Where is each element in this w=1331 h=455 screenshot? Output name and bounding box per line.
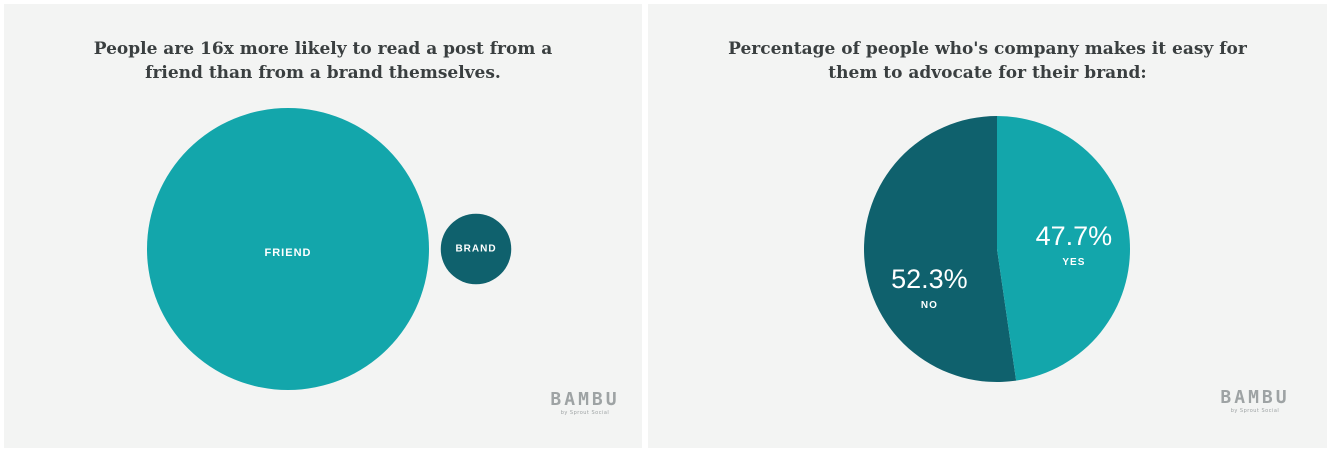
pie-slice-yes (997, 116, 1131, 381)
brand-circle (440, 213, 512, 285)
bambu-subtext: by Sprout Social (560, 410, 610, 416)
no-label: NO (921, 300, 938, 311)
yes-percent-label: 47.7% (1036, 221, 1113, 251)
friend-vs-brand-panel: People are 16x more likely to read a pos… (4, 4, 642, 448)
bambu-wordmark: BAMBU (1220, 387, 1290, 408)
yes-label: YES (1062, 257, 1085, 268)
bambu-subtext: by Sprout Social (1230, 408, 1280, 414)
bambu-wordmark: BAMBU (550, 389, 620, 410)
no-percent-label: 52.3% (891, 264, 968, 294)
bambu-logo-left: BAMBU by Sprout Social (540, 389, 630, 417)
chart-title-right-line-2: them to advocate for their brand: (828, 63, 1147, 83)
bambu-logo-right: BAMBU by Sprout Social (1210, 387, 1300, 415)
friend-label: FRIEND (265, 247, 312, 259)
bubble-chart: FRIEND BRAND (147, 108, 512, 390)
chart-title-left-line-2: friend than from a brand themselves. (145, 63, 501, 83)
advocacy-panel: Percentage of people who's company makes… (648, 4, 1327, 448)
chart-title-right: Percentage of people who's company makes… (648, 37, 1327, 85)
brand-label: BRAND (455, 244, 496, 255)
chart-title-right-line-1: Percentage of people who's company makes… (728, 39, 1247, 59)
friend-circle (147, 108, 429, 390)
chart-title-left: People are 16x more likely to read a pos… (4, 37, 642, 85)
chart-title-left-line-1: People are 16x more likely to read a pos… (93, 39, 553, 59)
pie-slice-no (864, 116, 1017, 382)
pie-chart: 52.3% NO 47.7% YES (864, 116, 1131, 382)
